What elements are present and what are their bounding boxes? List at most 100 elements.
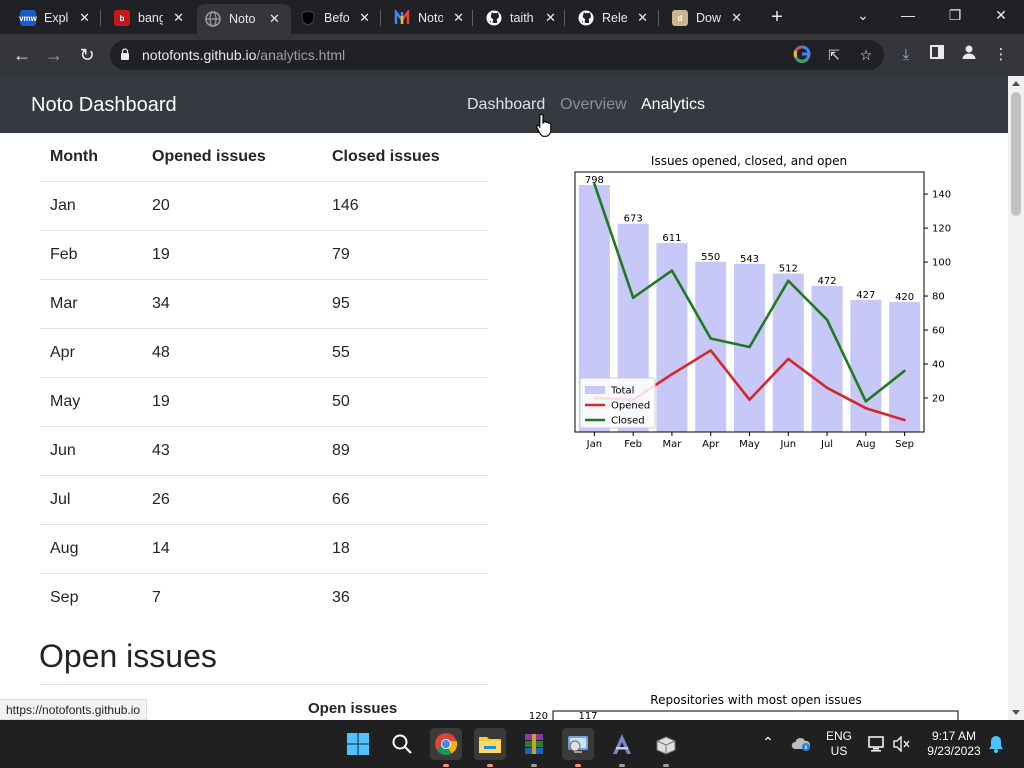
- maximize-button[interactable]: ❐: [948, 7, 962, 23]
- point-opened-jun: [787, 357, 790, 361]
- table-header-row: Month Opened issues Closed issues: [40, 133, 488, 182]
- reload-button[interactable]: ↻: [79, 45, 95, 65]
- close-tab-icon[interactable]: ✕: [359, 10, 370, 25]
- bar-total-sep: [889, 302, 921, 432]
- y-tick-label: 100: [932, 258, 951, 269]
- notification-bell-icon[interactable]: [988, 735, 1004, 753]
- browser-tab[interactable]: Noto ✕: [386, 4, 472, 32]
- network-icon[interactable]: [868, 735, 886, 753]
- address-bar[interactable]: notofonts.github.io/analytics.html ⇱ ☆: [110, 40, 884, 70]
- month-cell: Aug: [40, 524, 142, 574]
- profile-icon[interactable]: [958, 44, 980, 66]
- closed-cell: 50: [322, 377, 488, 427]
- taskbar-winrar[interactable]: [518, 728, 550, 767]
- browser-tab[interactable]: Before ✕: [292, 4, 378, 32]
- tab-separator: [658, 10, 659, 26]
- x-tick-label: Jan: [586, 439, 602, 450]
- download-icon[interactable]: ⤓: [902, 46, 910, 63]
- taskbar-chrome[interactable]: [430, 728, 462, 767]
- scrollbar-thumb[interactable]: [1011, 92, 1021, 216]
- scroll-down-arrow[interactable]: [1012, 710, 1020, 715]
- y-tick-label: 140: [932, 190, 951, 201]
- back-button[interactable]: ←: [13, 45, 31, 65]
- browser-menu-icon[interactable]: ⋮: [993, 46, 1009, 63]
- nav-link-dashboard[interactable]: Dashboard: [467, 96, 546, 113]
- point-opened-mar: [670, 373, 674, 376]
- side-panel-icon[interactable]: [926, 44, 948, 66]
- minimize-button[interactable]: —: [901, 7, 915, 23]
- browser-tab[interactable]: Noto ✕: [197, 4, 291, 34]
- close-tab-icon[interactable]: ✕: [173, 10, 184, 25]
- clock[interactable]: 9:17 AM 9/23/2023: [920, 729, 988, 759]
- opened-cell: 43: [142, 426, 322, 476]
- bookmark-star-icon[interactable]: ☆: [859, 47, 873, 63]
- browser-tab[interactable]: Relea ✕: [570, 4, 656, 32]
- bar-total-mar: [656, 242, 688, 432]
- taskbar-font-app[interactable]: [606, 728, 638, 767]
- issues-chart: Issues opened, closed, and open 798 673 61…: [574, 154, 951, 450]
- google-lens-icon[interactable]: [792, 45, 812, 65]
- folder-icon: [479, 737, 501, 753]
- volume-muted-icon[interactable]: [893, 736, 911, 752]
- x-tick-label: Mar: [663, 439, 683, 450]
- month-cell: Jul: [40, 475, 142, 525]
- show-hidden-icons-button[interactable]: ⌃: [762, 734, 774, 750]
- clock-time: 9:17 AM: [931, 729, 977, 743]
- browser-tab-strip: vmwExplore✕bbangl✕Noto✕Before✕Noto✕taith…: [0, 0, 1024, 34]
- column-header-closed: Closed issues: [322, 133, 488, 182]
- browser-tab[interactable]: d Down ✕: [664, 4, 750, 32]
- tab-title: Noto: [418, 11, 444, 25]
- address-url: notofonts.github.io/analytics.html: [142, 47, 346, 63]
- tab-title: bangl: [138, 11, 164, 25]
- point-closed-jan: [593, 182, 596, 186]
- language-indicator[interactable]: ENG US: [822, 729, 856, 759]
- share-icon[interactable]: ⇱: [828, 47, 840, 63]
- point-opened-sep: [903, 418, 906, 422]
- browser-tab[interactable]: taith ✕: [478, 4, 564, 32]
- link-status-bubble: https://notofonts.github.io: [0, 699, 148, 720]
- bar-value-label: 543: [740, 254, 759, 265]
- chrome-icon: [435, 733, 458, 755]
- closed-cell: 89: [322, 426, 488, 476]
- close-tab-icon[interactable]: ✕: [79, 10, 90, 25]
- close-window-button[interactable]: ✕: [995, 7, 1007, 23]
- close-tab-icon[interactable]: ✕: [731, 10, 742, 25]
- bar-value-label: 420: [895, 292, 914, 303]
- point-closed-apr: [709, 337, 712, 340]
- browser-tab[interactable]: bbangl ✕: [106, 4, 192, 32]
- table-row: Feb 19 79: [40, 230, 488, 280]
- onedrive-icon[interactable]: [791, 736, 811, 752]
- b-favicon-icon: b: [114, 10, 130, 26]
- page-scrollbar[interactable]: [1008, 76, 1024, 720]
- taskbar-remote-app[interactable]: [562, 728, 594, 767]
- new-tab-button[interactable]: +: [771, 6, 783, 28]
- table-row: May 19 50: [40, 377, 488, 427]
- close-tab-icon[interactable]: ✕: [269, 11, 280, 26]
- close-tab-icon[interactable]: ✕: [545, 10, 556, 25]
- closed-cell: 36: [332, 588, 350, 606]
- close-tab-icon[interactable]: ✕: [637, 10, 648, 25]
- nav-link-overview[interactable]: Overview: [560, 96, 627, 113]
- start-button[interactable]: [342, 728, 374, 760]
- tab-title: Before: [324, 11, 350, 25]
- opened-cell: 7: [152, 588, 161, 606]
- taskbar-toolbox-app[interactable]: [650, 728, 682, 767]
- close-tab-icon[interactable]: ✕: [453, 10, 464, 25]
- scroll-up-arrow[interactable]: [1012, 81, 1020, 86]
- x-tick-label: Jul: [820, 439, 833, 450]
- shield-favicon-icon: [300, 10, 316, 26]
- x-tick-label: Sep: [895, 439, 914, 450]
- tab-search-button[interactable]: ⌄: [857, 7, 869, 23]
- tab-title: Relea: [602, 11, 628, 25]
- browser-tab[interactable]: vmw Explore ✕: [12, 4, 98, 32]
- region-code: US: [830, 744, 848, 758]
- site-brand[interactable]: Noto Dashboard: [31, 94, 177, 116]
- x-tick-label: May: [739, 439, 760, 450]
- running-indicator: [531, 764, 537, 767]
- search-button[interactable]: [386, 728, 418, 760]
- bar-value-label: 798: [585, 175, 604, 186]
- forward-button[interactable]: →: [45, 45, 63, 65]
- nav-link-analytics[interactable]: Analytics: [641, 96, 706, 113]
- taskbar-file-explorer[interactable]: [474, 728, 506, 767]
- y-tick-label: 40: [932, 360, 945, 371]
